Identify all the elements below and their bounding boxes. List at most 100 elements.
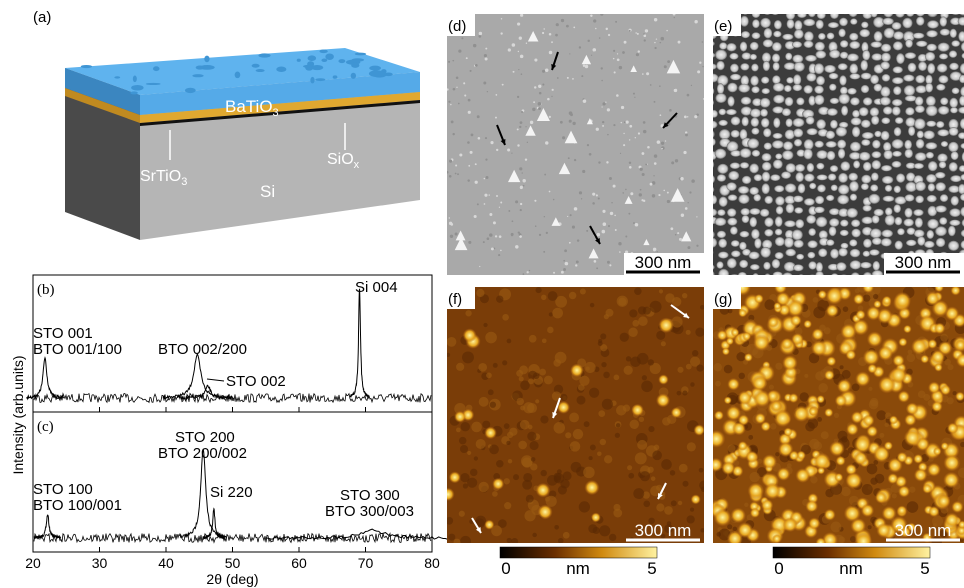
- speck: [498, 235, 502, 238]
- grain: [913, 229, 925, 238]
- grain: [772, 132, 783, 139]
- texture: [597, 341, 603, 346]
- texture: [879, 432, 885, 438]
- speck: [545, 141, 549, 145]
- grain: [904, 139, 912, 150]
- grain: [749, 108, 762, 118]
- particle: [507, 169, 521, 183]
- grain: [730, 507, 746, 524]
- grain: [813, 206, 825, 214]
- texture: [818, 383, 828, 393]
- grain: [737, 522, 754, 539]
- grain: [805, 116, 815, 125]
- grain: [791, 332, 804, 346]
- grain: [718, 108, 727, 116]
- grain: [790, 314, 802, 327]
- grain: [854, 532, 873, 543]
- texture: [769, 294, 777, 302]
- particle: [525, 125, 536, 136]
- speck: [525, 42, 528, 44]
- grain: [796, 149, 806, 157]
- texture: [637, 439, 648, 450]
- speck: [612, 184, 616, 188]
- arrow-head: [658, 493, 663, 499]
- texture: [557, 538, 564, 543]
- speck: [601, 79, 603, 82]
- speck: [511, 43, 516, 47]
- grain: [850, 517, 867, 534]
- grain: [784, 96, 794, 107]
- grain: [797, 183, 806, 194]
- speck: [642, 121, 646, 124]
- grain: [896, 53, 905, 65]
- texture: [579, 288, 586, 295]
- speck: [607, 33, 611, 37]
- texture: [511, 537, 519, 543]
- baseline: [33, 532, 432, 544]
- grain: [948, 118, 959, 130]
- x-tick-label: 80: [424, 555, 440, 571]
- grain: [869, 228, 882, 239]
- texture: [695, 327, 704, 337]
- grain: [743, 14, 748, 15]
- grain: [927, 20, 939, 29]
- grain: [917, 236, 926, 246]
- texture: [487, 389, 494, 396]
- speck: [575, 264, 578, 267]
- grain: [894, 240, 903, 250]
- grain: [958, 106, 964, 114]
- grain: [904, 194, 915, 202]
- grain: [913, 163, 924, 170]
- texture: [588, 456, 593, 461]
- grain: [791, 229, 803, 241]
- grain: [933, 447, 942, 456]
- grain: [815, 262, 823, 273]
- texture: [669, 470, 676, 476]
- grain: [729, 226, 738, 235]
- grain: [773, 30, 782, 38]
- grain: [772, 159, 783, 169]
- speck: [507, 148, 511, 152]
- speck: [463, 82, 466, 85]
- grain: [761, 161, 772, 171]
- grain: [772, 140, 784, 149]
- texture: [812, 297, 819, 303]
- texture: [599, 438, 607, 446]
- speck: [521, 172, 523, 174]
- texture: [613, 503, 621, 511]
- grain: [806, 162, 815, 173]
- speck: [544, 68, 549, 73]
- grain: [927, 205, 938, 217]
- grain: [809, 182, 817, 190]
- grain: [927, 338, 938, 349]
- speck: [633, 222, 635, 224]
- texture: [455, 427, 461, 433]
- grain: [723, 396, 732, 405]
- grain: [897, 228, 905, 236]
- grain: [951, 87, 960, 95]
- grain: [773, 409, 792, 428]
- arrow-head: [663, 122, 669, 128]
- texture: [648, 517, 655, 525]
- texture: [458, 436, 467, 445]
- grain: [775, 291, 791, 307]
- speck: [495, 94, 498, 96]
- texture: [664, 506, 673, 515]
- speck: [573, 207, 578, 211]
- grain: [871, 237, 882, 245]
- grain: [927, 14, 938, 18]
- grain: [903, 31, 915, 43]
- speck: [515, 200, 519, 204]
- texture: [583, 421, 590, 428]
- grain: [805, 54, 817, 62]
- texture: [627, 465, 633, 471]
- texture: [578, 501, 591, 513]
- texture: [547, 326, 554, 334]
- panel-label: (g): [714, 291, 732, 308]
- speck: [611, 202, 613, 204]
- grain: [716, 261, 724, 269]
- grain: [785, 248, 797, 257]
- speck: [517, 144, 520, 147]
- grain: [762, 454, 778, 470]
